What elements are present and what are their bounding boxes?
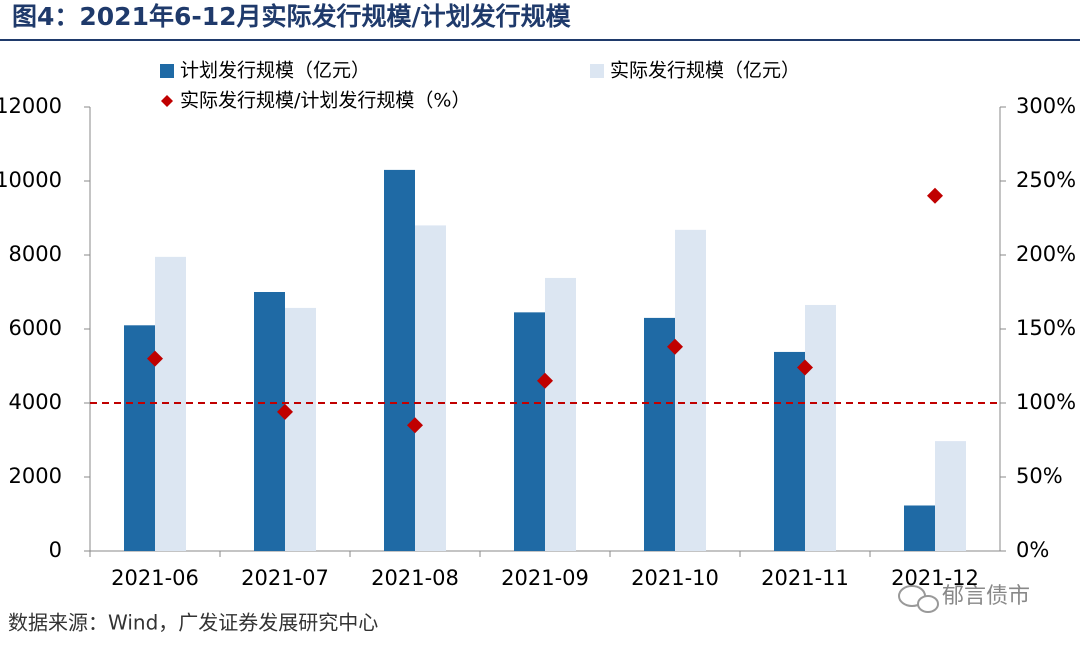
y2-tick-label: 300% [1016, 94, 1076, 118]
y2-tick-label: 50% [1016, 464, 1063, 488]
bar [935, 441, 966, 551]
bar [904, 505, 935, 551]
watermark: 郁言债市 [942, 584, 1030, 609]
marker [667, 338, 683, 355]
bar [254, 292, 285, 551]
marker [797, 359, 813, 376]
y-tick-label: 2000 [9, 464, 62, 488]
y-tick-label: 6000 [9, 316, 62, 340]
bar [805, 304, 836, 551]
legend-swatch [590, 64, 604, 78]
legend-label: 计划发行规模（亿元） [180, 60, 370, 82]
y2-tick-label: 250% [1016, 168, 1076, 192]
y2-tick-label: 200% [1016, 242, 1076, 266]
marker [407, 417, 423, 434]
y2-tick-label: 0% [1016, 538, 1049, 562]
bar [545, 277, 576, 551]
bar [514, 312, 545, 551]
bar [415, 225, 446, 551]
bar [675, 229, 706, 551]
bar [774, 351, 805, 551]
marker [277, 403, 293, 420]
legend-swatch [161, 95, 173, 107]
chart-title: 图4：2021年6-12月实际发行规模/计划发行规模 [12, 2, 572, 31]
marker [147, 350, 163, 367]
legend-label: 实际发行规模（亿元） [610, 60, 800, 82]
legend-swatch [160, 64, 174, 78]
source: 数据来源：Wind，广发证券发展研究中心 [8, 611, 378, 635]
x-tick-label: 2021-12 [891, 566, 979, 590]
x-tick-label: 2021-11 [761, 566, 849, 590]
y-tick-label: 12000 [0, 94, 62, 118]
bar [124, 325, 155, 551]
x-tick-label: 2021-07 [241, 566, 329, 590]
x-tick-label: 2021-10 [631, 566, 719, 590]
legend-label: 实际发行规模/计划发行规模（%） [180, 90, 470, 112]
marker [537, 372, 553, 389]
watermark-icon [898, 585, 939, 613]
y2-tick-label: 150% [1016, 316, 1076, 340]
y2-tick-label: 100% [1016, 390, 1076, 414]
marker [927, 187, 943, 204]
bar [384, 169, 415, 551]
x-tick-label: 2021-08 [371, 566, 459, 590]
bar [155, 256, 186, 551]
x-tick-label: 2021-06 [111, 566, 199, 590]
bar [285, 307, 316, 551]
y-tick-label: 8000 [9, 242, 62, 266]
bar [644, 317, 675, 551]
y-tick-label: 4000 [9, 390, 62, 414]
x-tick-label: 2021-09 [501, 566, 589, 590]
y-tick-label: 10000 [0, 168, 62, 192]
y-tick-label: 0 [49, 538, 62, 562]
